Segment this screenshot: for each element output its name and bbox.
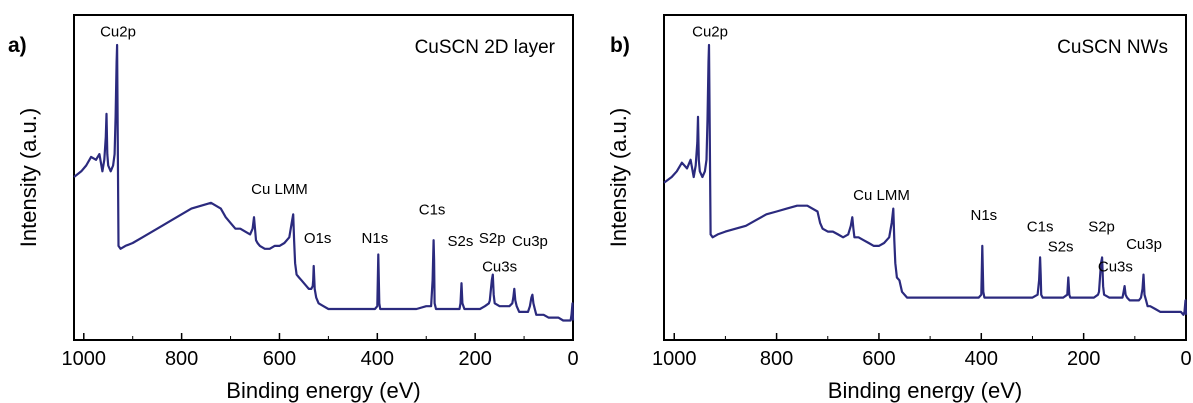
spectrum-line (73, 43, 575, 322)
x-tick-label: 1000 (652, 348, 697, 370)
peak-label: O1s (304, 230, 332, 247)
peak-label: S2s (1048, 239, 1074, 256)
chart-title: CuSCN 2D layer (415, 37, 556, 58)
y-axis-label: Intensity (a.u.) (16, 108, 41, 247)
y-axis-label: Intensity (a.u.) (606, 108, 631, 247)
peak-label: S2p (1088, 219, 1115, 236)
peak-label: N1s (362, 230, 389, 247)
x-tick-label: 400 (361, 348, 394, 370)
x-tick-label: 800 (760, 348, 793, 370)
x-axis-label: Binding energy (eV) (828, 378, 1022, 403)
x-tick-label: 600 (263, 348, 296, 370)
x-tick-label: 0 (567, 348, 578, 370)
peak-label: Cu LMM (251, 181, 308, 198)
x-tick-label: 0 (1180, 348, 1191, 370)
peak-label: C1s (1027, 219, 1054, 236)
xps-survey-chart-b: 1000 800 600 400 200 0 Binding energy (eV) Inte… (606, 14, 1192, 403)
chart-panel-a: a) 1000 800 600 400 200 0 Binding energy (eV) I… (0, 0, 596, 403)
x-tick-label: 1000 (62, 348, 107, 370)
xps-survey-chart-a: 1000 800 600 400 200 0 Binding energy (eV) Inte… (16, 14, 579, 403)
peak-label: Cu2p (692, 23, 728, 40)
peak-label: Cu2p (100, 23, 136, 40)
peak-label: S2s (448, 233, 474, 250)
plot-frame (73, 14, 574, 341)
x-tick-label: 200 (458, 348, 491, 370)
peak-label: Cu LMM (853, 187, 910, 204)
peak-label: Cu3s (1098, 259, 1133, 276)
x-axis-label: Binding energy (eV) (226, 378, 420, 403)
peak-label: Cu3s (482, 259, 517, 276)
peak-label: S2p (479, 230, 506, 247)
peak-label: C1s (419, 201, 446, 218)
chart-panel-b: b) 1000 800 600 400 200 0 Binding energy (eV) I… (596, 0, 1193, 403)
x-tick-label: 800 (165, 348, 198, 370)
spectrum-line (663, 43, 1188, 316)
x-tick-label: 200 (1067, 348, 1100, 370)
panel-label: a) (8, 34, 27, 57)
peak-label: N1s (971, 207, 998, 224)
peak-label: Cu3p (512, 233, 548, 250)
plot-frame (663, 14, 1187, 341)
panel-label: b) (610, 34, 630, 57)
x-tick-label: 600 (862, 348, 895, 370)
x-tick-label: 400 (965, 348, 998, 370)
peak-label: Cu3p (1126, 236, 1162, 253)
chart-title: CuSCN NWs (1057, 37, 1168, 58)
